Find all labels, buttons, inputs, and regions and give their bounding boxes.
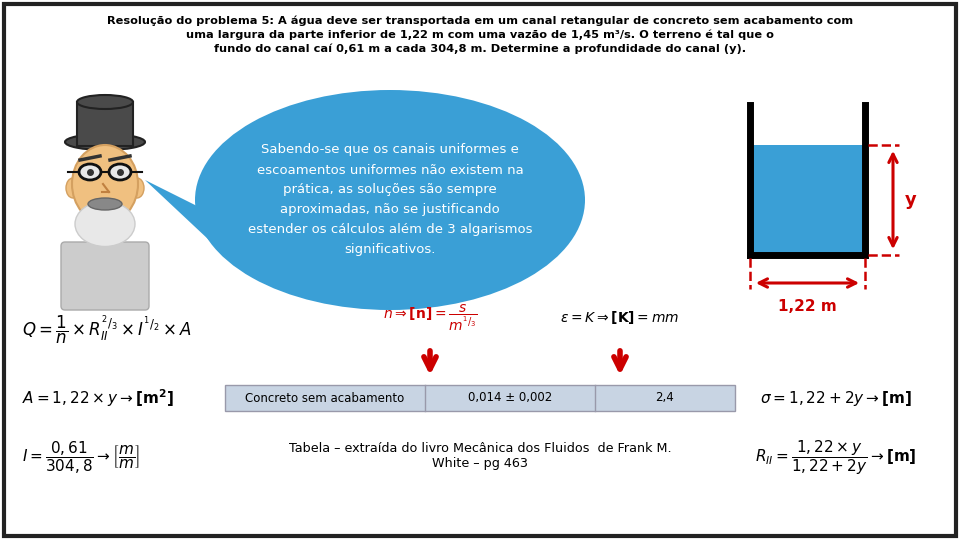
Text: $n\Rightarrow\mathbf{[n]}=\dfrac{s}{m^{^{1}/_{3}}}$: $n\Rightarrow\mathbf{[n]}=\dfrac{s}{m^{^…: [383, 302, 477, 333]
Text: 0,014 ± 0,002: 0,014 ± 0,002: [468, 392, 552, 404]
Text: White – pg 463: White – pg 463: [432, 457, 528, 470]
Ellipse shape: [130, 178, 144, 198]
Ellipse shape: [79, 164, 101, 180]
Text: y: y: [905, 191, 917, 209]
Ellipse shape: [66, 178, 80, 198]
Text: $I=\dfrac{0,61}{304,8}\rightarrow\left[\dfrac{m}{m}\right]$: $I=\dfrac{0,61}{304,8}\rightarrow\left[\…: [22, 440, 140, 476]
Ellipse shape: [88, 198, 122, 210]
Text: $R_{II}=\dfrac{1,22\times y}{1,22+2y}\rightarrow\mathbf{[m]}$: $R_{II}=\dfrac{1,22\times y}{1,22+2y}\ri…: [755, 438, 917, 477]
Text: Sabendo-se que os canais uniformes e
escoamentos uniformes não existem na
prátic: Sabendo-se que os canais uniformes e esc…: [248, 144, 532, 256]
Text: $Q=\dfrac{1}{n}\times R_{II}^{^{2}/_{3}}\times I^{^{1}/_{2}}\times A$: $Q=\dfrac{1}{n}\times R_{II}^{^{2}/_{3}}…: [22, 314, 192, 346]
Text: 2,4: 2,4: [656, 392, 674, 404]
Text: $A=1,22\times y\rightarrow\mathbf{[m^2]}$: $A=1,22\times y\rightarrow\mathbf{[m^2]}…: [22, 387, 174, 409]
FancyBboxPatch shape: [4, 4, 956, 536]
FancyBboxPatch shape: [61, 242, 149, 310]
Ellipse shape: [195, 90, 585, 310]
Ellipse shape: [109, 164, 131, 180]
Text: 1,22 m: 1,22 m: [779, 299, 837, 314]
Text: fundo do canal caí 0,61 m a cada 304,8 m. Determine a profundidade do canal (y).: fundo do canal caí 0,61 m a cada 304,8 m…: [214, 44, 746, 55]
Ellipse shape: [65, 134, 145, 150]
Ellipse shape: [75, 201, 135, 246]
FancyBboxPatch shape: [77, 102, 133, 146]
Ellipse shape: [72, 145, 138, 223]
Text: uma largura da parte inferior de 1,22 m com uma vazão de 1,45 m³/s. O terreno é : uma largura da parte inferior de 1,22 m …: [186, 30, 774, 40]
Text: $\sigma=1,22+2y\rightarrow\mathbf{[m]}$: $\sigma=1,22+2y\rightarrow\mathbf{[m]}$: [760, 388, 912, 408]
Polygon shape: [145, 180, 225, 255]
FancyBboxPatch shape: [750, 145, 865, 255]
Ellipse shape: [77, 95, 133, 109]
FancyBboxPatch shape: [225, 385, 735, 411]
Text: $\varepsilon=K\Rightarrow\mathbf{[K]}=mm$: $\varepsilon=K\Rightarrow\mathbf{[K]}=mm…: [561, 309, 680, 327]
Text: Tabela – extraída do livro Mecânica dos Fluidos  de Frank M.: Tabela – extraída do livro Mecânica dos …: [289, 442, 671, 455]
Text: Resolução do problema 5: A água deve ser transportada em um canal retangular de : Resolução do problema 5: A água deve ser…: [107, 16, 853, 26]
Text: Concreto sem acabamento: Concreto sem acabamento: [246, 392, 404, 404]
